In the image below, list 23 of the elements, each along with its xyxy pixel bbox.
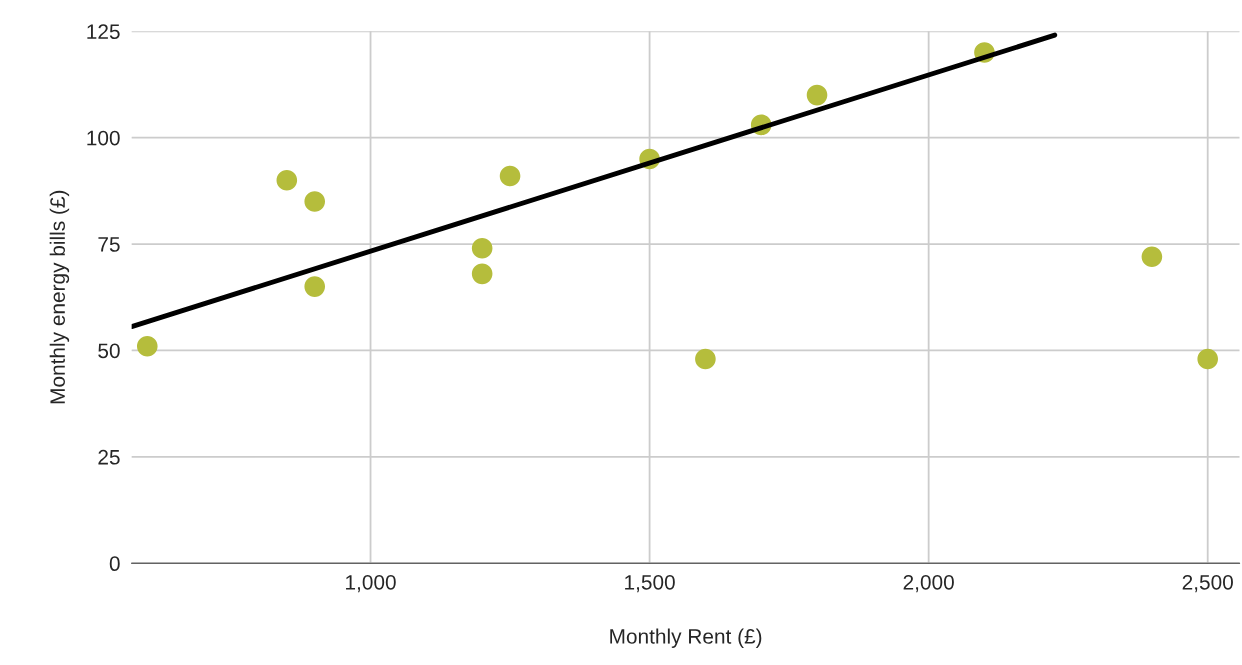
- point: [1141, 246, 1163, 268]
- point: [304, 276, 326, 297]
- x-tick-label: 1,500: [625, 574, 675, 593]
- point: [1197, 348, 1218, 370]
- point: [695, 348, 716, 370]
- x-tick-label: 2,500: [1182, 574, 1233, 593]
- point: [304, 191, 326, 212]
- y-tick-label: 100: [87, 130, 120, 146]
- y-axis-title: Monthly energy bills (£): [49, 190, 70, 404]
- point: [276, 169, 298, 191]
- y-tick-label: 75: [98, 237, 120, 252]
- y-tick-label: 25: [98, 449, 120, 465]
- y-tick-label: 50: [98, 343, 120, 359]
- point: [499, 165, 521, 187]
- point: [471, 238, 493, 259]
- x-axis-title: Monthly Rent (£): [610, 628, 762, 648]
- point: [471, 263, 493, 285]
- y-tick-label: 0: [109, 556, 120, 572]
- point: [136, 335, 158, 357]
- x-tick-label: 1,000: [346, 574, 396, 593]
- point: [806, 84, 828, 106]
- y-tick-label: 125: [87, 24, 120, 40]
- x-tick-label: 2,000: [903, 574, 954, 593]
